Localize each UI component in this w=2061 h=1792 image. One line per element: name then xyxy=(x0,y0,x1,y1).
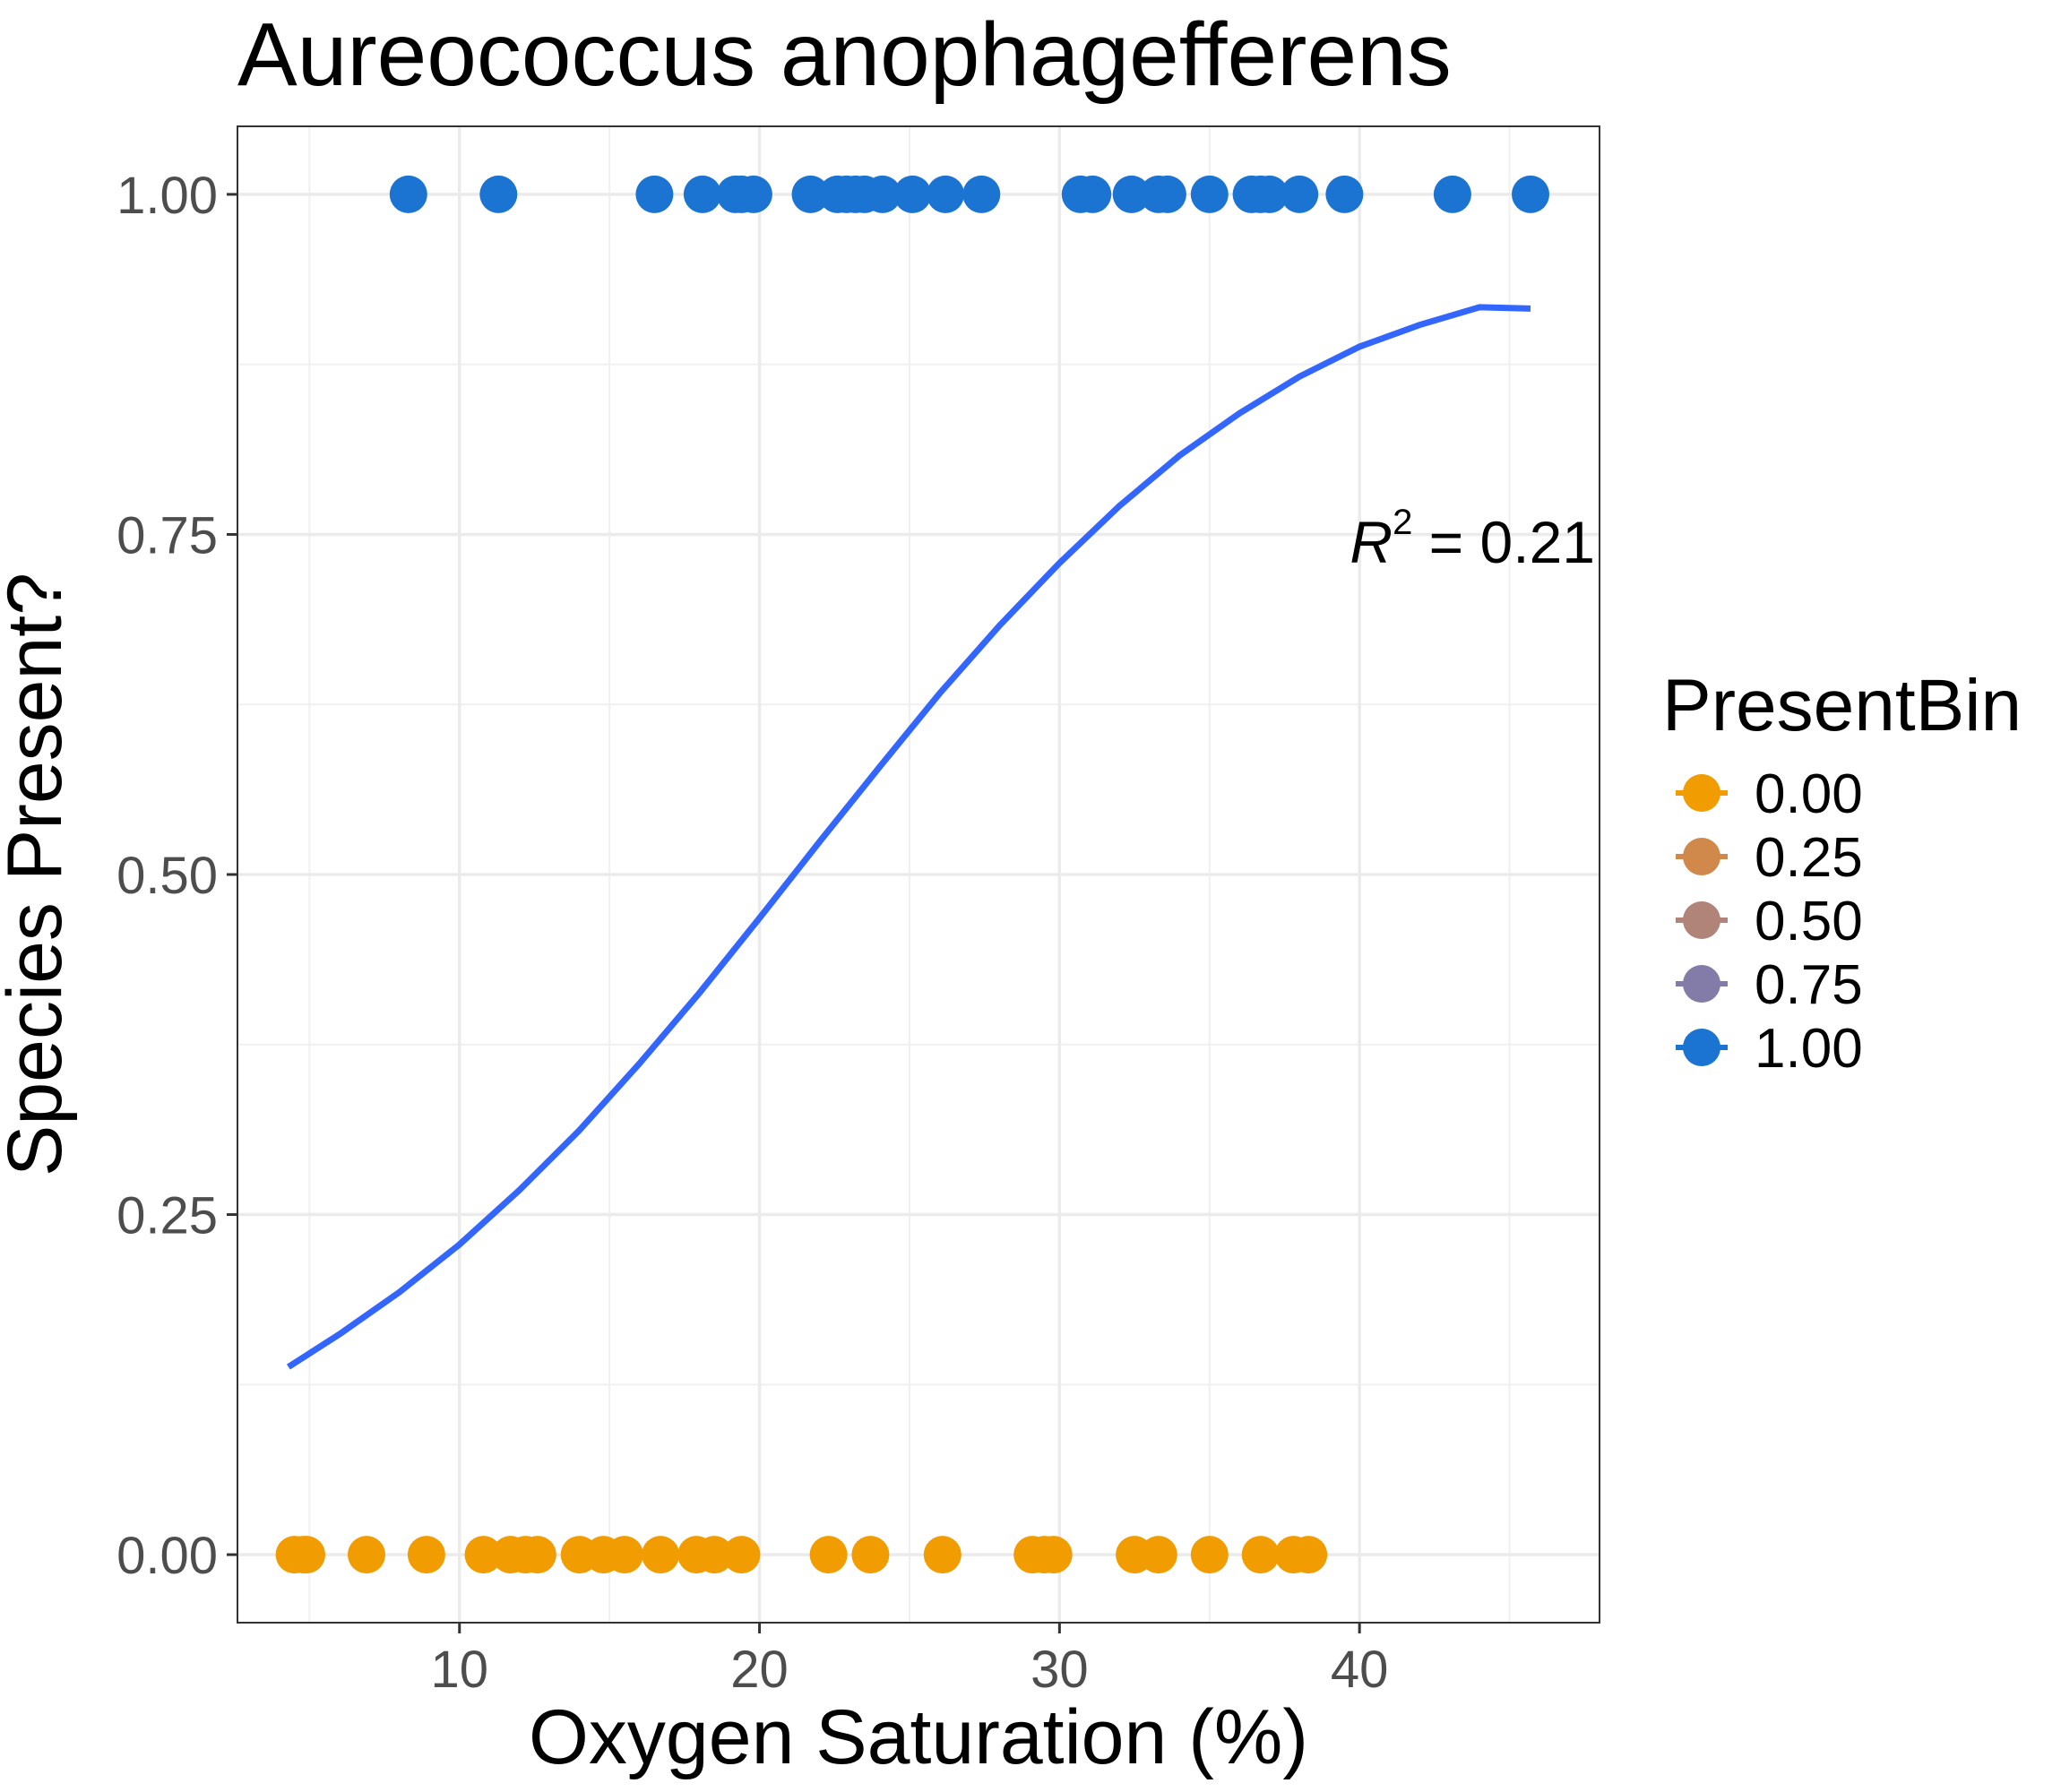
data-point xyxy=(389,175,427,213)
x-tick-label: 20 xyxy=(730,1641,789,1699)
data-point xyxy=(1250,175,1289,213)
y-tick-label: 0.00 xyxy=(116,1527,218,1585)
grid xyxy=(237,126,1600,1623)
data-point xyxy=(1190,1536,1229,1574)
x-tick-label: 40 xyxy=(1331,1641,1389,1699)
r-squared-superscript: 2 xyxy=(1393,503,1412,542)
data-point xyxy=(1074,175,1112,213)
data-point xyxy=(1433,175,1471,213)
legend-key-point xyxy=(1683,965,1720,1003)
y-tick-label: 0.25 xyxy=(116,1187,218,1245)
data-point xyxy=(348,1536,385,1574)
data-point xyxy=(863,175,901,213)
data-point xyxy=(923,1536,962,1574)
data-point xyxy=(1148,175,1186,213)
legend-label: 0.25 xyxy=(1755,827,1863,889)
points-layer xyxy=(275,175,1549,1574)
y-axis: 0.00 0.25 0.50 0.75 1.00 xyxy=(116,167,237,1585)
legend-title: PresentBin xyxy=(1662,665,2022,746)
x-axis: 10 20 30 40 xyxy=(430,1623,1388,1699)
data-point xyxy=(407,1536,445,1574)
data-point xyxy=(851,1536,890,1574)
legend-label: 0.75 xyxy=(1755,954,1863,1016)
data-point xyxy=(927,175,965,213)
plot-panel: R2 = 0.21 xyxy=(237,125,1600,1624)
y-axis-title: Species Present? xyxy=(0,573,78,1176)
data-point xyxy=(809,1536,848,1574)
data-point xyxy=(642,1536,680,1574)
fit-curve-layer xyxy=(287,304,1531,1370)
r-squared-symbol: R xyxy=(1350,509,1393,575)
legend: PresentBin 0.000.250.500.751.00 xyxy=(1662,665,2022,1080)
data-point xyxy=(464,1536,503,1574)
data-point xyxy=(479,175,518,213)
legend-key-point xyxy=(1683,901,1720,939)
legend-entries: 0.000.250.500.751.00 xyxy=(1676,763,1863,1080)
data-point xyxy=(695,1536,734,1574)
data-point xyxy=(1190,175,1229,213)
chart-title: Aureococcus anophagefferens xyxy=(237,4,1452,105)
data-point xyxy=(635,175,674,213)
data-point xyxy=(518,1536,556,1574)
y-tick-label: 1.00 xyxy=(116,167,218,225)
x-tick-label: 30 xyxy=(1030,1641,1089,1699)
legend-key-point xyxy=(1683,774,1720,812)
legend-label: 0.00 xyxy=(1755,763,1863,825)
legend-key-point xyxy=(1683,1029,1720,1066)
data-point xyxy=(1281,175,1319,213)
logistic-fit-curve xyxy=(287,304,1531,1370)
data-point xyxy=(683,175,721,213)
data-point xyxy=(1325,175,1364,213)
y-tick-label: 0.75 xyxy=(116,506,218,564)
data-point xyxy=(1289,1536,1328,1574)
data-point xyxy=(1139,1536,1177,1574)
data-point xyxy=(1512,175,1549,213)
data-point xyxy=(1241,1536,1280,1574)
y-tick-label: 0.50 xyxy=(116,847,218,905)
data-point xyxy=(962,175,1001,213)
data-point xyxy=(722,1536,761,1574)
data-point xyxy=(1112,175,1151,213)
data-point xyxy=(734,175,772,213)
legend-key-point xyxy=(1683,838,1720,875)
legend-label: 1.00 xyxy=(1755,1018,1863,1080)
r-squared-annotation: R2 = 0.21 xyxy=(1350,503,1595,575)
data-point xyxy=(893,175,932,213)
data-point xyxy=(1034,1536,1073,1574)
data-point xyxy=(288,1536,325,1574)
r-squared-value: = 0.21 xyxy=(1412,509,1595,575)
x-tick-label: 10 xyxy=(430,1641,488,1699)
data-point xyxy=(605,1536,643,1574)
x-axis-title: Oxygen Saturation (%) xyxy=(529,1694,1308,1780)
legend-label: 0.50 xyxy=(1755,891,1863,952)
data-point xyxy=(791,175,830,213)
